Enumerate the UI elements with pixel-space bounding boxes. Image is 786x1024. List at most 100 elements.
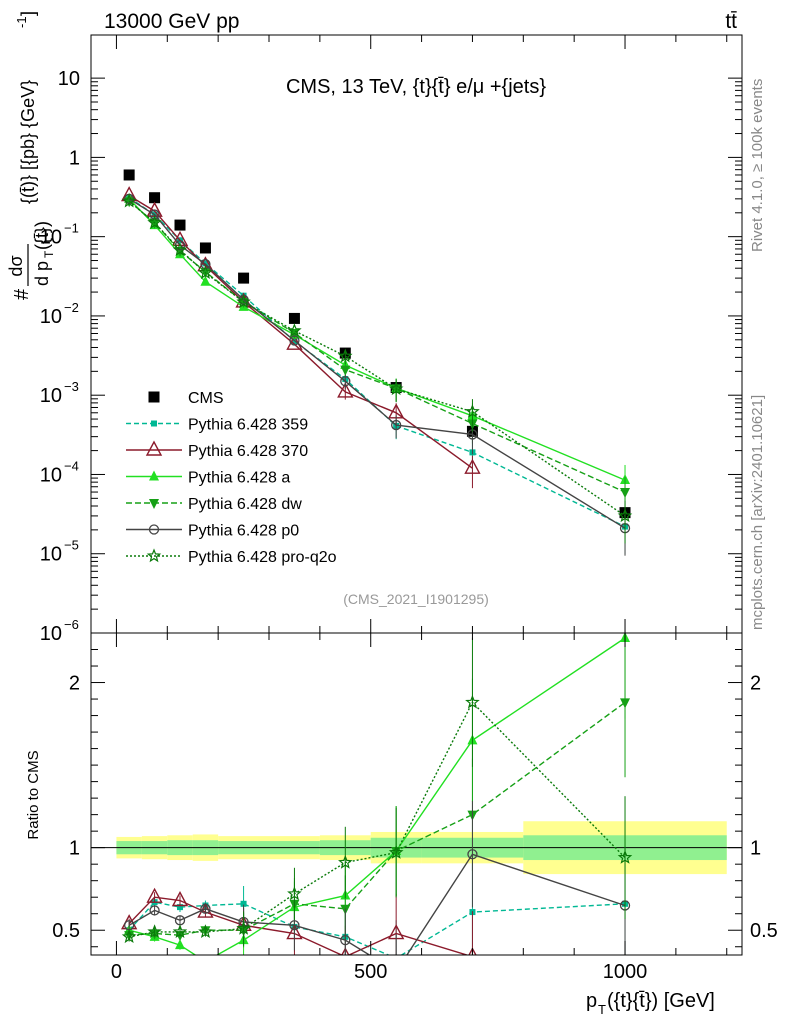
- data-point-pa: [200, 275, 211, 286]
- ratio-y-tick-label-right: 1: [750, 838, 761, 860]
- ratio-y-tick-label-right: 0.5: [750, 920, 778, 942]
- ylabel-unit: {(t̄)} [{pb} {GeV}: [18, 80, 38, 204]
- ratio-point-pq2o: [172, 924, 188, 939]
- ratio-point-p359: [240, 900, 247, 907]
- ratio-point-pq2o: [147, 924, 162, 939]
- ylabel-denominator-sub: T: [42, 250, 56, 258]
- legend: CMS Pythia 6.428 359 Pythia 6.428 370 Pythi…: [126, 390, 337, 566]
- data-point-pq2o: [388, 381, 404, 396]
- data-point-cms: [149, 192, 161, 204]
- x-tick-label: 0: [111, 961, 122, 983]
- x-tick-label: 1000: [603, 961, 648, 983]
- series-line-pq2o: [128, 200, 626, 517]
- legend-label-pa: Pythia 6.428 a: [188, 470, 290, 487]
- y-tick-label-exp: −1: [64, 221, 79, 236]
- y-tick-label-exp: −2: [64, 300, 79, 315]
- data-point-cms: [123, 169, 135, 181]
- ratio-y-tick-label: 2: [69, 673, 80, 695]
- ylabel-unit-close: ]: [18, 11, 38, 16]
- ratio-y-tick-label: 0.5: [52, 920, 80, 942]
- ratio-point-pq2o: [338, 854, 353, 869]
- y-axis-label: # dσ d p T ({t̄}) {(t̄)} [{pb} {GeV} -1 …: [6, 11, 56, 300]
- data-point-pq2o: [121, 193, 137, 208]
- ratio-point-pp0: [200, 903, 211, 914]
- series-line-p359: [128, 197, 626, 528]
- rivet-version-label: Rivet 4.1.0, ≥ 100k events: [749, 79, 766, 252]
- data-point-pq2o: [172, 242, 188, 257]
- x-axis-label: p T ({t}{t̄}) [GeV]: [586, 990, 715, 1017]
- data-point-pp0: [391, 419, 402, 431]
- y-tick-label: 10: [40, 544, 62, 566]
- y-tick-label-exp: −3: [64, 379, 79, 394]
- data-point-pq2o: [198, 265, 213, 280]
- ratio-point-pq2o: [465, 694, 480, 709]
- legend-label-pdw: Pythia 6.428 dw: [188, 496, 302, 513]
- analysis-watermark: (CMS_2021_I1901295): [343, 591, 489, 607]
- data-point-pp0: [289, 335, 300, 346]
- ratio-point-pq2o: [388, 844, 404, 859]
- ylabel-numerator: dσ: [6, 255, 26, 276]
- legend-label-p359: Pythia 6.428 359: [188, 417, 308, 434]
- energy-label: 13000 GeV pp: [104, 10, 239, 33]
- data-point-pp0: [200, 259, 211, 270]
- y-tick-label: 10: [40, 227, 62, 249]
- x-tick-label: 500: [354, 961, 387, 983]
- ratio-point-pp0: [340, 934, 351, 946]
- ratio-point-pq2o: [617, 849, 633, 864]
- ylabel-hash: #: [11, 288, 33, 300]
- data-point-cms: [238, 272, 250, 284]
- ratio-line-pdw: [129, 701, 626, 936]
- data-point-pq2o: [147, 215, 162, 229]
- ratio-plot-frame: [90, 632, 743, 956]
- data-point-pq2o: [236, 294, 251, 309]
- main-plot-data: [120, 169, 633, 556]
- data-point-cms: [174, 219, 186, 231]
- legend-marker-cms: [148, 391, 160, 403]
- ratio-plot-data: [91, 633, 742, 955]
- data-point-p370: [337, 382, 354, 398]
- legend-marker-p359: [151, 420, 157, 427]
- data-point-pp0: [149, 209, 160, 220]
- ratio-line-pq2o: [128, 701, 626, 938]
- data-point-pdw: [620, 488, 631, 499]
- legend-label-pp0: Pythia 6.428 p0: [188, 523, 299, 540]
- data-point-p370: [464, 458, 481, 474]
- y-tick-label-exp: −4: [64, 458, 79, 473]
- y-tick-label-exp: −5: [64, 538, 79, 553]
- data-point-cms: [288, 312, 300, 324]
- xlabel-p: p: [586, 990, 597, 1012]
- legend-label-p370: Pythia 6.428 370: [188, 443, 308, 460]
- data-point-pq2o: [287, 323, 302, 337]
- ratio-line-pp0: [128, 853, 626, 955]
- y-tick-label-exp: −6: [64, 617, 79, 632]
- legend-label-cms: CMS: [188, 390, 224, 407]
- ratio-point-pq2o: [236, 920, 251, 935]
- data-point-cms: [199, 242, 211, 254]
- ratio-point-pq2o: [198, 924, 213, 939]
- ratio-point-pp0: [467, 849, 478, 860]
- xlabel-sub: T: [598, 1002, 606, 1017]
- data-point-pq2o: [338, 348, 353, 363]
- data-point-pp0: [340, 376, 351, 387]
- xlabel-rest: ({t}{t̄}) [GeV]: [607, 990, 715, 1012]
- ratio-plot-axes: 0.5 0.5 1 1 2 2 0 500 1000: [52, 633, 778, 983]
- series-line-pp0: [128, 198, 626, 529]
- y-tick-label: 1: [69, 147, 80, 169]
- ylabel-denominator: d p: [32, 261, 52, 286]
- ratio-ylabel: Ratio to CMS: [25, 750, 42, 839]
- ratio-y-tick-label-right: 2: [750, 673, 761, 695]
- data-point-pq2o: [617, 508, 633, 523]
- data-point-pq2o: [465, 404, 480, 418]
- ylabel-unit-exp: -1: [14, 16, 29, 28]
- mcplots-site-label: mcplots.cern.ch [arXiv:2401.10621]: [749, 395, 766, 630]
- y-tick-label: 10: [58, 68, 80, 90]
- ratio-point-p370: [171, 891, 189, 907]
- ylabel-denominator-arg: ({t̄}): [32, 221, 52, 250]
- legend-marker-pdw: [149, 499, 159, 509]
- ratio-point-p359: [177, 904, 184, 911]
- y-tick-label: 10: [40, 623, 62, 645]
- series-line-pdw: [128, 200, 626, 493]
- legend-marker-pq2o: [146, 548, 162, 563]
